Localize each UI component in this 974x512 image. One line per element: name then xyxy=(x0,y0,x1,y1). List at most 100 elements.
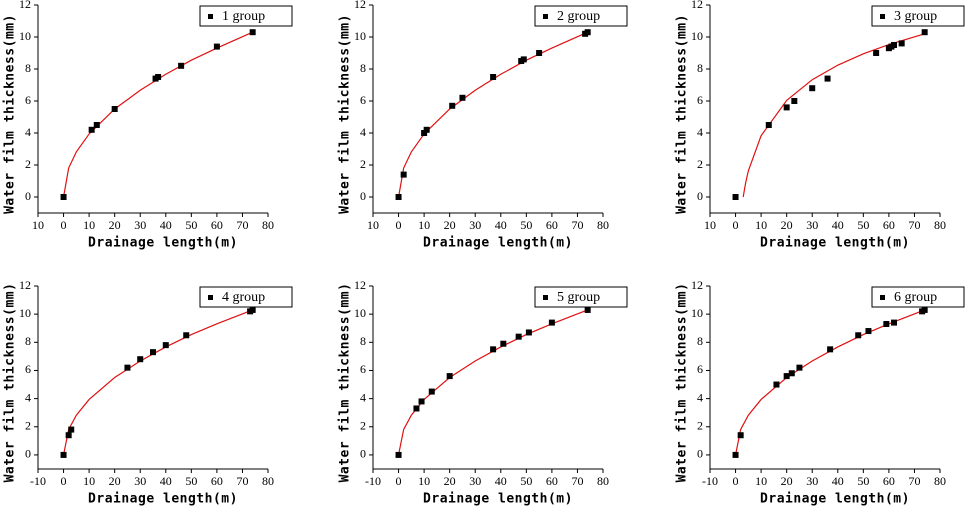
y-tick-label: 6 xyxy=(360,362,366,376)
x-axis-label: Drainage length(m) xyxy=(760,492,910,507)
x-tick-label: 10 xyxy=(83,474,95,488)
y-tick-label: 2 xyxy=(360,419,366,433)
y-tick-label: 2 xyxy=(25,419,31,433)
data-point xyxy=(162,342,169,349)
y-axis-label: Water film thickness(mm) xyxy=(338,283,353,483)
y-axis-label: Water film thickness(mm) xyxy=(675,14,690,214)
data-point xyxy=(898,40,905,47)
y-tick-label: 8 xyxy=(360,334,366,348)
x-tick-label: 30 xyxy=(134,474,146,488)
legend-marker xyxy=(543,295,548,300)
data-point xyxy=(421,130,428,136)
data-point xyxy=(809,85,816,92)
x-tick-label: 0 xyxy=(396,474,402,488)
data-point xyxy=(827,346,834,353)
y-tick-label: 2 xyxy=(25,157,31,171)
x-axis-label: Drainage length(m) xyxy=(88,236,238,251)
y-tick-label: 12 xyxy=(19,0,31,11)
data-point xyxy=(413,405,420,412)
y-tick-label: 12 xyxy=(19,278,31,292)
fit-line xyxy=(62,31,253,198)
x-tick-label: 10 xyxy=(32,218,44,232)
x-tick-label: 50 xyxy=(185,218,197,232)
legend-marker xyxy=(208,295,213,300)
x-tick-label: 80 xyxy=(597,474,609,488)
y-tick-label: 6 xyxy=(360,93,366,107)
data-point xyxy=(490,74,497,80)
x-tick-label: 10 xyxy=(83,218,95,232)
x-tick-label: 60 xyxy=(546,474,558,488)
y-tick-label: 8 xyxy=(25,334,31,348)
legend-box xyxy=(199,5,293,27)
data-point xyxy=(791,98,798,104)
y-tick-label: 8 xyxy=(25,61,31,75)
data-point xyxy=(178,62,185,69)
data-point xyxy=(824,75,831,82)
x-tick-label: 70 xyxy=(236,474,248,488)
data-point xyxy=(124,364,131,371)
data-point xyxy=(548,319,555,326)
x-tick-label: 30 xyxy=(469,474,481,488)
data-point xyxy=(65,432,72,439)
legend-box xyxy=(871,286,965,308)
data-point xyxy=(459,94,466,101)
data-point xyxy=(395,194,402,200)
y-tick-label: 4 xyxy=(25,125,31,139)
legend-label: 4 group xyxy=(222,290,265,305)
x-tick-label: 70 xyxy=(571,218,583,232)
data-point xyxy=(400,171,407,178)
fit-line xyxy=(397,31,588,198)
x-tick-label: 50 xyxy=(520,218,532,232)
y-axis-label: Water film thickness(mm) xyxy=(3,283,18,483)
x-tick-label: 70 xyxy=(236,218,248,232)
y-tick-label: 4 xyxy=(360,125,366,139)
x-tick-label: 20 xyxy=(109,474,121,488)
data-point xyxy=(865,328,872,335)
data-point xyxy=(732,194,739,200)
y-tick-label: 6 xyxy=(25,362,31,376)
data-point xyxy=(873,50,880,56)
data-point xyxy=(921,29,928,36)
x-tick-label: 50 xyxy=(185,474,197,488)
y-tick-label: 0 xyxy=(360,189,366,203)
data-point xyxy=(921,306,928,313)
data-point xyxy=(883,321,890,328)
data-point xyxy=(891,319,897,326)
data-point xyxy=(783,104,790,111)
x-tick-label: 60 xyxy=(883,218,895,232)
data-point xyxy=(783,373,790,380)
data-point xyxy=(93,122,100,128)
data-point xyxy=(60,451,67,458)
data-point xyxy=(891,42,897,48)
legend-label: 3 group xyxy=(894,9,937,24)
data-point xyxy=(520,56,527,63)
x-tick-label: 60 xyxy=(546,218,558,232)
y-tick-label: 2 xyxy=(697,419,703,433)
x-axis-label: Drainage length(m) xyxy=(88,492,238,507)
y-axis-label: Water film thickness(mm) xyxy=(338,14,353,214)
data-point xyxy=(428,388,435,395)
y-tick-label: 0 xyxy=(360,447,366,461)
fit-line xyxy=(397,309,588,456)
legend-label: 2 group xyxy=(557,9,600,24)
x-tick-label: 40 xyxy=(160,218,172,232)
y-tick-label: 4 xyxy=(25,390,31,404)
data-point xyxy=(213,43,220,50)
y-tick-label: 0 xyxy=(25,189,31,203)
y-tick-label: 10 xyxy=(354,29,366,43)
data-point xyxy=(855,332,862,339)
data-point xyxy=(418,398,425,405)
y-axis-label: Water film thickness(mm) xyxy=(675,283,690,483)
legend-marker xyxy=(880,295,885,300)
x-tick-label: 80 xyxy=(262,218,274,232)
data-point xyxy=(737,432,744,439)
data-point xyxy=(111,106,118,112)
x-tick-label: 20 xyxy=(444,218,456,232)
x-tick-label: 40 xyxy=(160,474,172,488)
legend-label: 1 group xyxy=(222,9,265,24)
data-point xyxy=(773,381,780,388)
x-tick-label: -10 xyxy=(702,474,718,488)
x-tick-label: 30 xyxy=(806,218,818,232)
x-tick-label: 80 xyxy=(262,474,274,488)
